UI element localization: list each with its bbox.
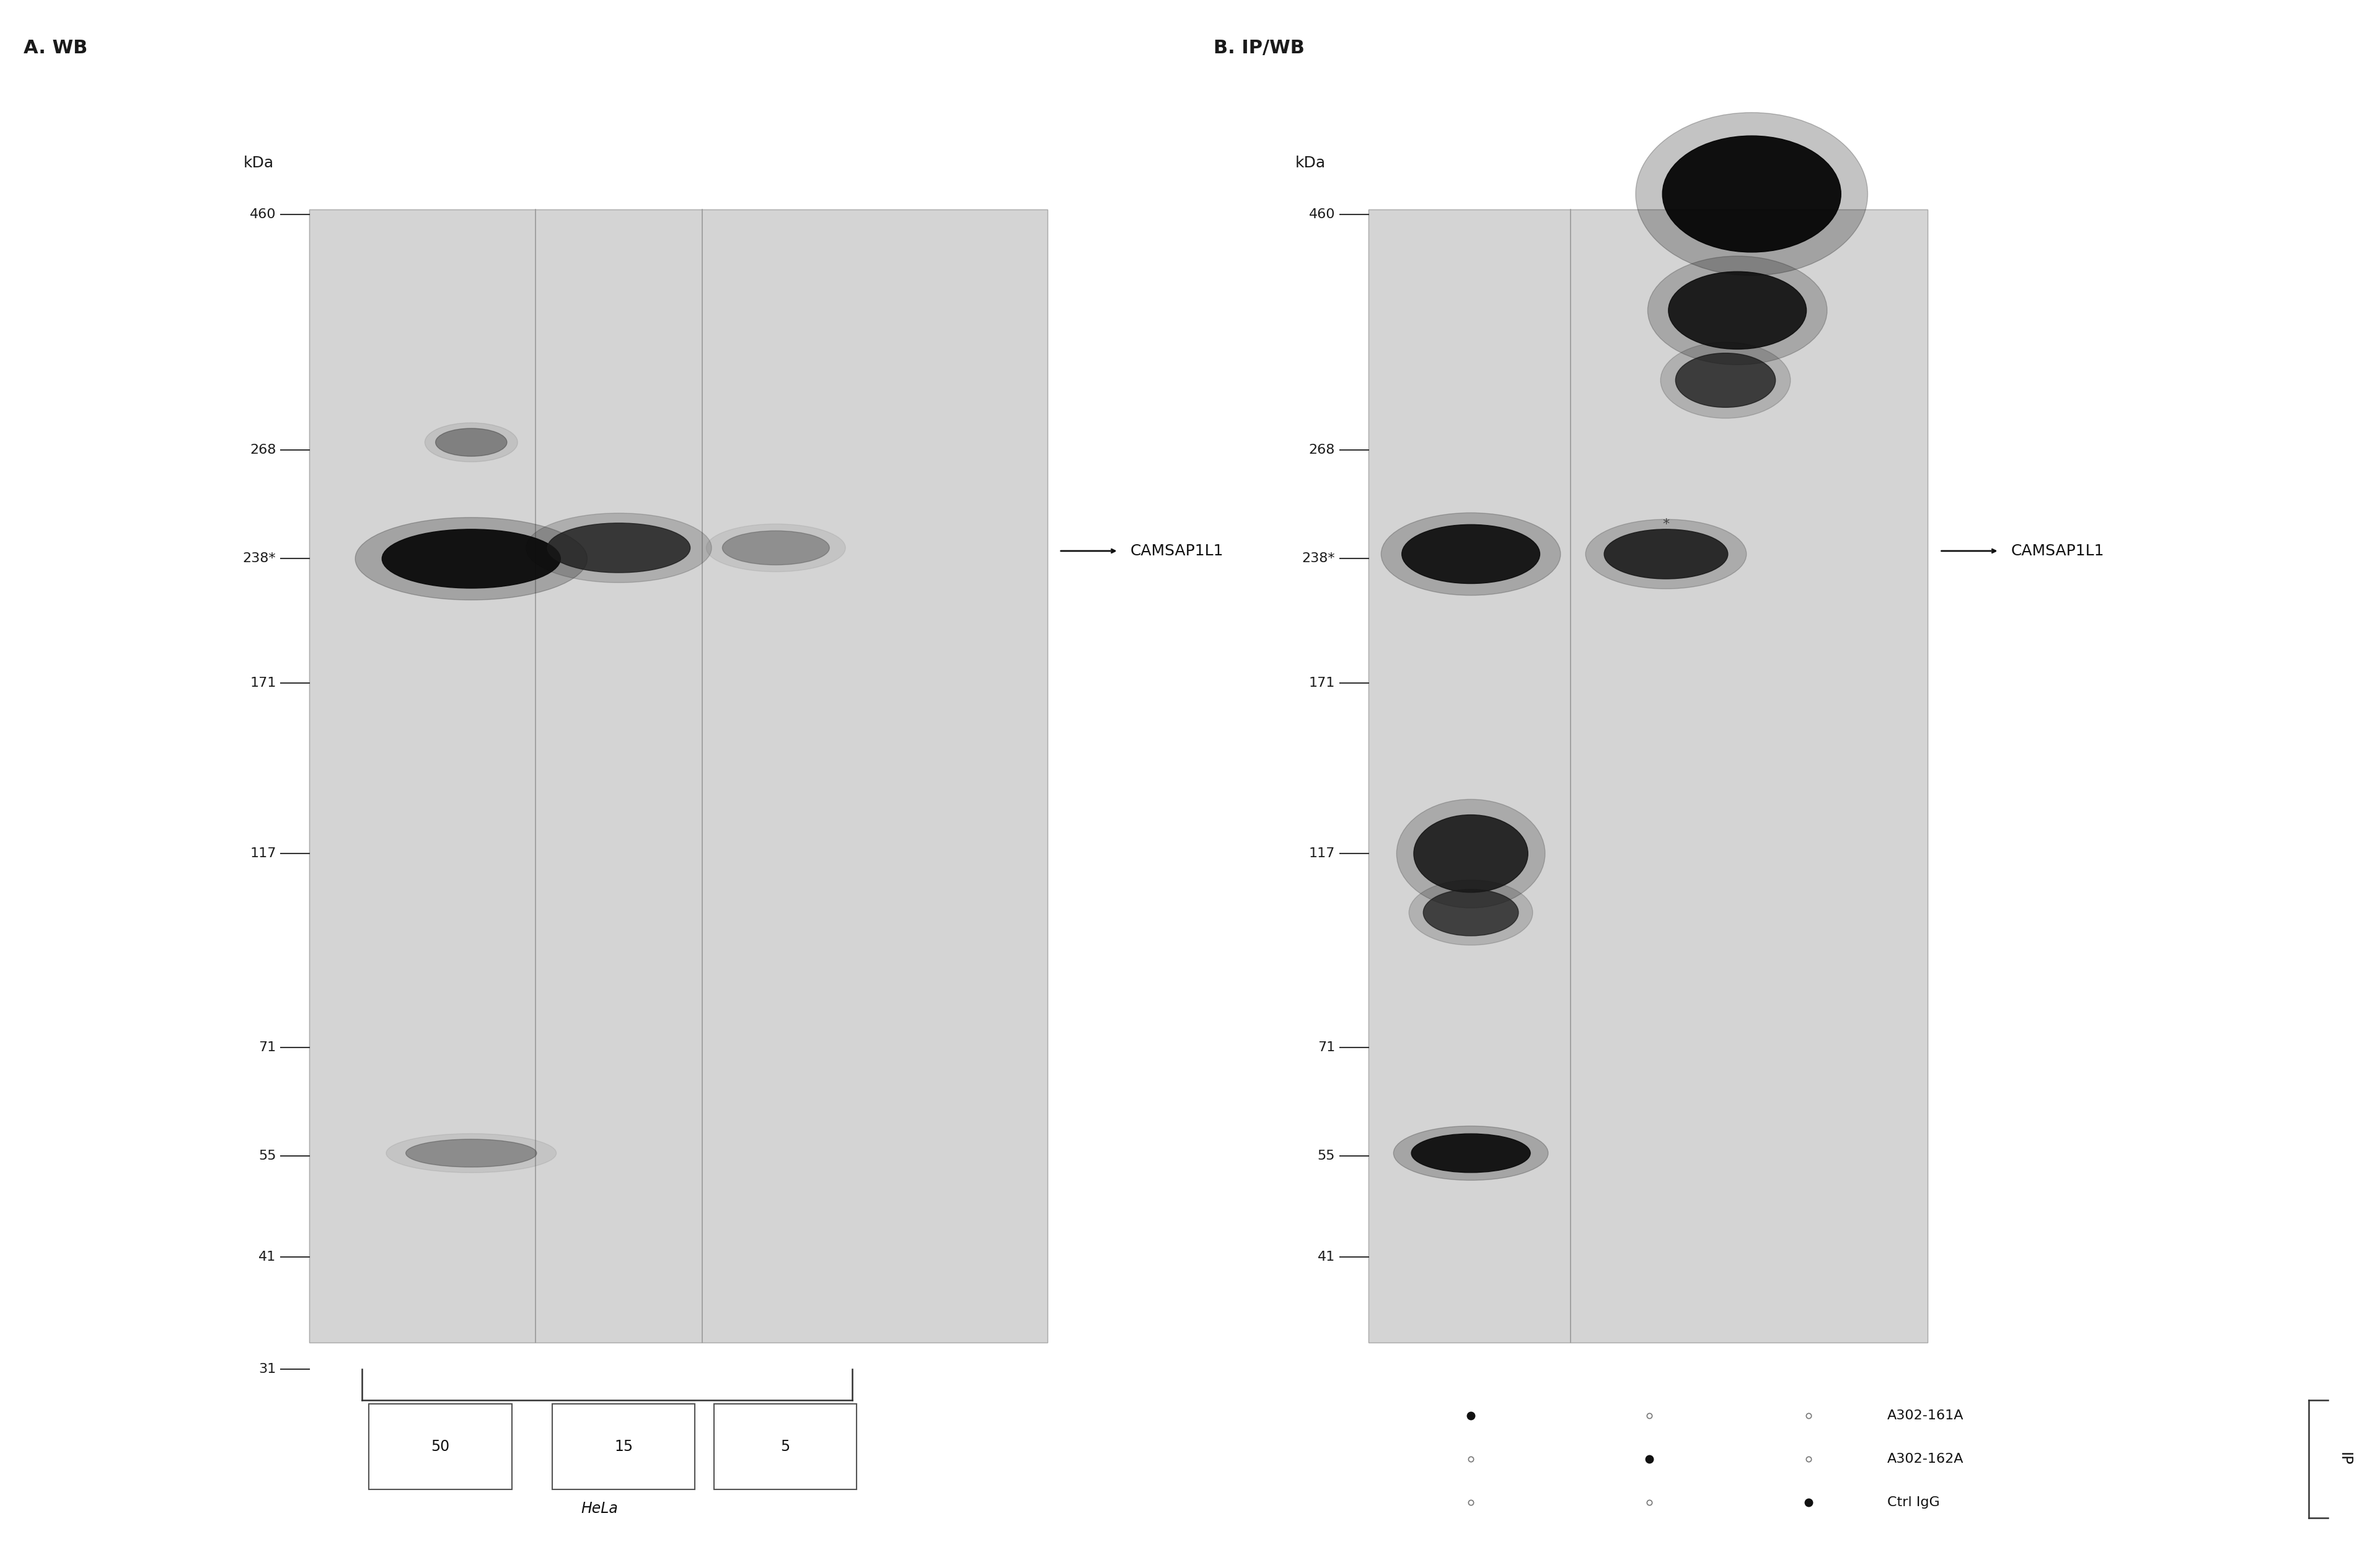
Text: 117: 117 [250,847,276,860]
Text: 71: 71 [1319,1041,1335,1054]
Ellipse shape [1402,525,1540,584]
Text: HeLa: HeLa [581,1501,619,1516]
Ellipse shape [1423,889,1518,936]
Text: 50: 50 [431,1439,450,1454]
Ellipse shape [707,525,845,571]
Text: 268: 268 [1309,444,1335,456]
Text: A302-161A: A302-161A [1887,1409,1963,1422]
Text: 41: 41 [1319,1251,1335,1263]
Ellipse shape [1635,113,1868,276]
Bar [309,210,1047,1342]
Text: Ctrl IgG: Ctrl IgG [1887,1496,1940,1509]
Ellipse shape [1409,880,1533,945]
Ellipse shape [1676,354,1775,408]
Bar [1368,210,1928,1342]
Text: 41: 41 [259,1251,276,1263]
Ellipse shape [1604,529,1728,579]
Text: *: * [1664,518,1668,531]
Bar [1368,210,1928,1342]
Text: IP: IP [2337,1453,2351,1465]
FancyBboxPatch shape [552,1403,695,1490]
FancyBboxPatch shape [714,1403,857,1490]
Text: 15: 15 [614,1439,633,1454]
Text: 460: 460 [250,208,276,220]
Ellipse shape [1397,799,1545,908]
Ellipse shape [526,514,712,582]
Text: 55: 55 [259,1150,276,1162]
Ellipse shape [436,428,507,456]
Text: 460: 460 [1309,208,1335,220]
Text: 5: 5 [781,1439,790,1454]
Text: 171: 171 [250,677,276,689]
Ellipse shape [1585,520,1747,588]
Text: kDa: kDa [243,155,274,171]
Text: 238*: 238* [1302,553,1335,565]
Ellipse shape [1647,256,1828,365]
Ellipse shape [547,523,690,573]
Ellipse shape [355,517,588,601]
Text: CAMSAP1L1: CAMSAP1L1 [1130,543,1223,559]
Ellipse shape [381,529,562,588]
Ellipse shape [1392,1127,1547,1180]
Ellipse shape [1414,815,1528,892]
Text: A302-162A: A302-162A [1887,1453,1963,1465]
Text: A. WB: A. WB [24,39,88,57]
Text: 55: 55 [1319,1150,1335,1162]
Ellipse shape [386,1133,557,1173]
Text: 238*: 238* [243,553,276,565]
Ellipse shape [1661,343,1790,419]
Ellipse shape [1661,137,1842,253]
Text: CAMSAP1L1: CAMSAP1L1 [2011,543,2104,559]
Ellipse shape [1668,272,1806,349]
Ellipse shape [1380,512,1561,596]
Ellipse shape [405,1139,538,1167]
Bar [309,210,1047,1342]
Ellipse shape [724,531,831,565]
Text: 268: 268 [250,444,276,456]
Ellipse shape [426,422,519,462]
Text: 71: 71 [259,1041,276,1054]
Text: B. IP/WB: B. IP/WB [1214,39,1304,57]
FancyBboxPatch shape [369,1403,512,1490]
Text: 171: 171 [1309,677,1335,689]
Ellipse shape [1411,1133,1530,1173]
Text: 117: 117 [1309,847,1335,860]
Text: 31: 31 [259,1363,276,1375]
Text: kDa: kDa [1295,155,1326,171]
